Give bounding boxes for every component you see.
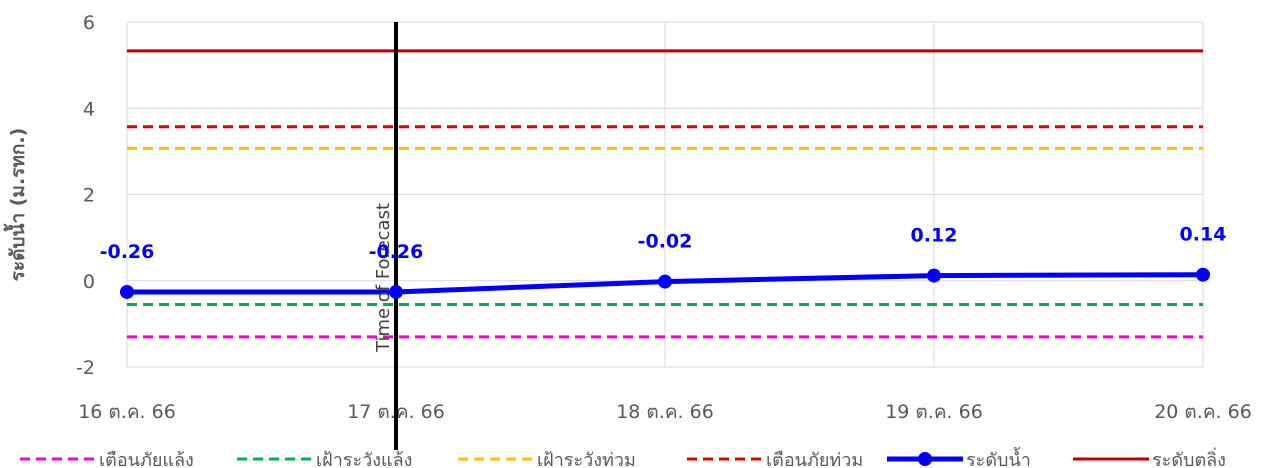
data-label: -0.02 bbox=[638, 231, 693, 253]
y-tick-labels: -2 0 2 4 6 bbox=[76, 12, 95, 379]
data-point bbox=[658, 274, 672, 289]
grid-lines bbox=[126, 21, 1204, 368]
y-axis-label: ระดับน้ำ (ม.รทก.) bbox=[3, 128, 29, 282]
legend-label: เตือนภัยท่วม bbox=[766, 450, 863, 468]
data-point bbox=[927, 268, 941, 283]
data-label: -0.26 bbox=[369, 241, 424, 263]
x-tick-label: 16 ต.ค. 66 bbox=[78, 401, 176, 423]
legend-label: ระดับตลิ่ง bbox=[1152, 447, 1226, 468]
x-tick-label: 18 ต.ค. 66 bbox=[616, 401, 714, 423]
legend-label: เฝ้าระวังแล้ง bbox=[316, 450, 412, 468]
data-point bbox=[120, 284, 134, 299]
data-label: 0.14 bbox=[1180, 224, 1227, 246]
water-level-points bbox=[120, 267, 1210, 299]
data-point bbox=[389, 284, 403, 299]
legend-label: เฝ้าระวังท่วม bbox=[537, 450, 636, 468]
legend-label: ระดับน้ำ bbox=[966, 447, 1031, 468]
y-tick-label: 2 bbox=[83, 185, 95, 207]
data-point bbox=[1196, 267, 1210, 282]
y-tick-label: 4 bbox=[83, 98, 95, 120]
forecast-marker: Time of Forecast bbox=[373, 22, 398, 450]
y-tick-label: -2 bbox=[76, 357, 95, 379]
y-tick-label: 6 bbox=[83, 12, 95, 34]
x-tick-label: 20 ต.ค. 66 bbox=[1154, 401, 1252, 423]
data-label: -0.26 bbox=[100, 241, 155, 263]
y-tick-label: 0 bbox=[83, 271, 95, 293]
legend: เตือนภัยแล้ง เฝ้าระวังแล้ง เฝ้าระวังท่วม เต… bbox=[20, 447, 1226, 468]
legend-label: เตือนภัยแล้ง bbox=[99, 450, 194, 468]
data-labels: -0.26 -0.26 -0.02 0.12 0.14 bbox=[100, 224, 1227, 263]
legend-marker bbox=[918, 452, 932, 466]
data-label: 0.12 bbox=[911, 225, 958, 247]
x-tick-label: 19 ต.ค. 66 bbox=[885, 401, 983, 423]
forecast-label: Time of Forecast bbox=[373, 203, 394, 353]
